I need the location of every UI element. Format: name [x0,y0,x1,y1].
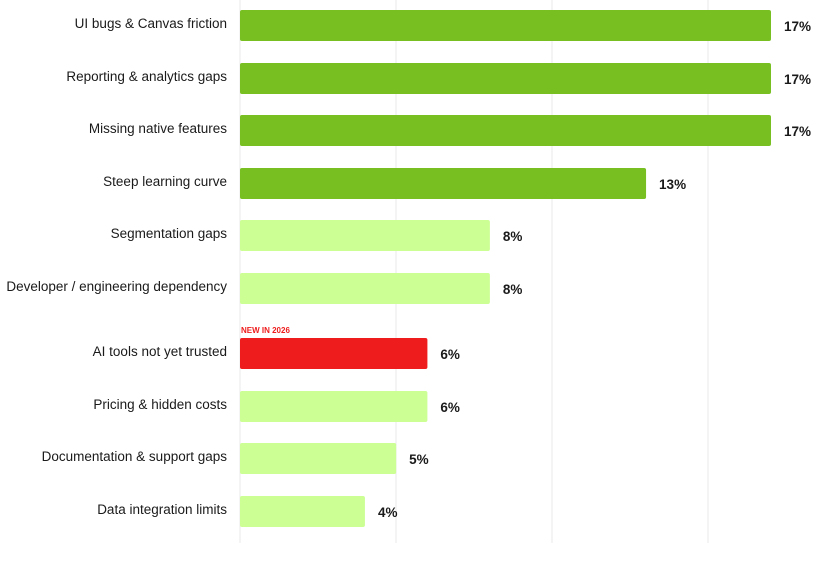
category-label-steep-learning-curve: Steep learning curve [103,174,227,189]
category-label-pricing-hidden-costs: Pricing & hidden costs [93,397,227,412]
value-label-reporting-analytics-gaps: 17% [784,72,811,87]
annotations: NEW IN 2026 [241,326,290,335]
value-label-missing-native-features: 17% [784,124,811,139]
value-label-steep-learning-curve: 13% [659,177,686,192]
category-label-segmentation-gaps: Segmentation gaps [111,226,228,241]
bars [240,10,771,527]
bar-segmentation-gaps [240,220,490,251]
category-label-documentation-support-gaps: Documentation & support gaps [42,449,228,464]
bar-steep-learning-curve [240,168,647,199]
value-label-documentation-support-gaps: 5% [409,452,429,467]
value-label-pricing-hidden-costs: 6% [440,400,460,415]
value-label-data-integration-limits: 4% [378,505,398,520]
bar-pricing-hidden-costs [240,391,428,422]
category-label-missing-native-features: Missing native features [89,121,227,136]
value-label-ai-tools-not-yet-trusted: 6% [440,347,460,362]
category-label-ui-bugs-canvas-friction: UI bugs & Canvas friction [75,16,227,31]
category-label-data-integration-limits: Data integration limits [97,502,227,517]
value-label-developer-engineering-dependency: 8% [503,282,523,297]
category-label-ai-tools-not-yet-trusted: AI tools not yet trusted [93,344,227,359]
bar-reporting-analytics-gaps [240,63,771,94]
value-label-segmentation-gaps: 8% [503,229,523,244]
category-label-developer-engineering-dependency: Developer / engineering dependency [6,279,227,294]
value-label-ui-bugs-canvas-friction: 17% [784,19,811,34]
new-badge-label: NEW IN 2026 [241,326,290,335]
bar-ai-tools-not-yet-trusted [240,338,428,369]
category-labels: UI bugs & Canvas friction Reporting & ana… [6,16,227,517]
bar-developer-engineering-dependency [240,273,490,304]
value-labels: 17% 17% 17% 13% 8% 8% 6% 6% 5% 4% [378,19,811,520]
bar-ui-bugs-canvas-friction [240,10,771,41]
bar-missing-native-features [240,115,771,146]
bar-data-integration-limits [240,496,365,527]
category-label-reporting-analytics-gaps: Reporting & analytics gaps [66,69,227,84]
bar-documentation-support-gaps [240,443,397,474]
